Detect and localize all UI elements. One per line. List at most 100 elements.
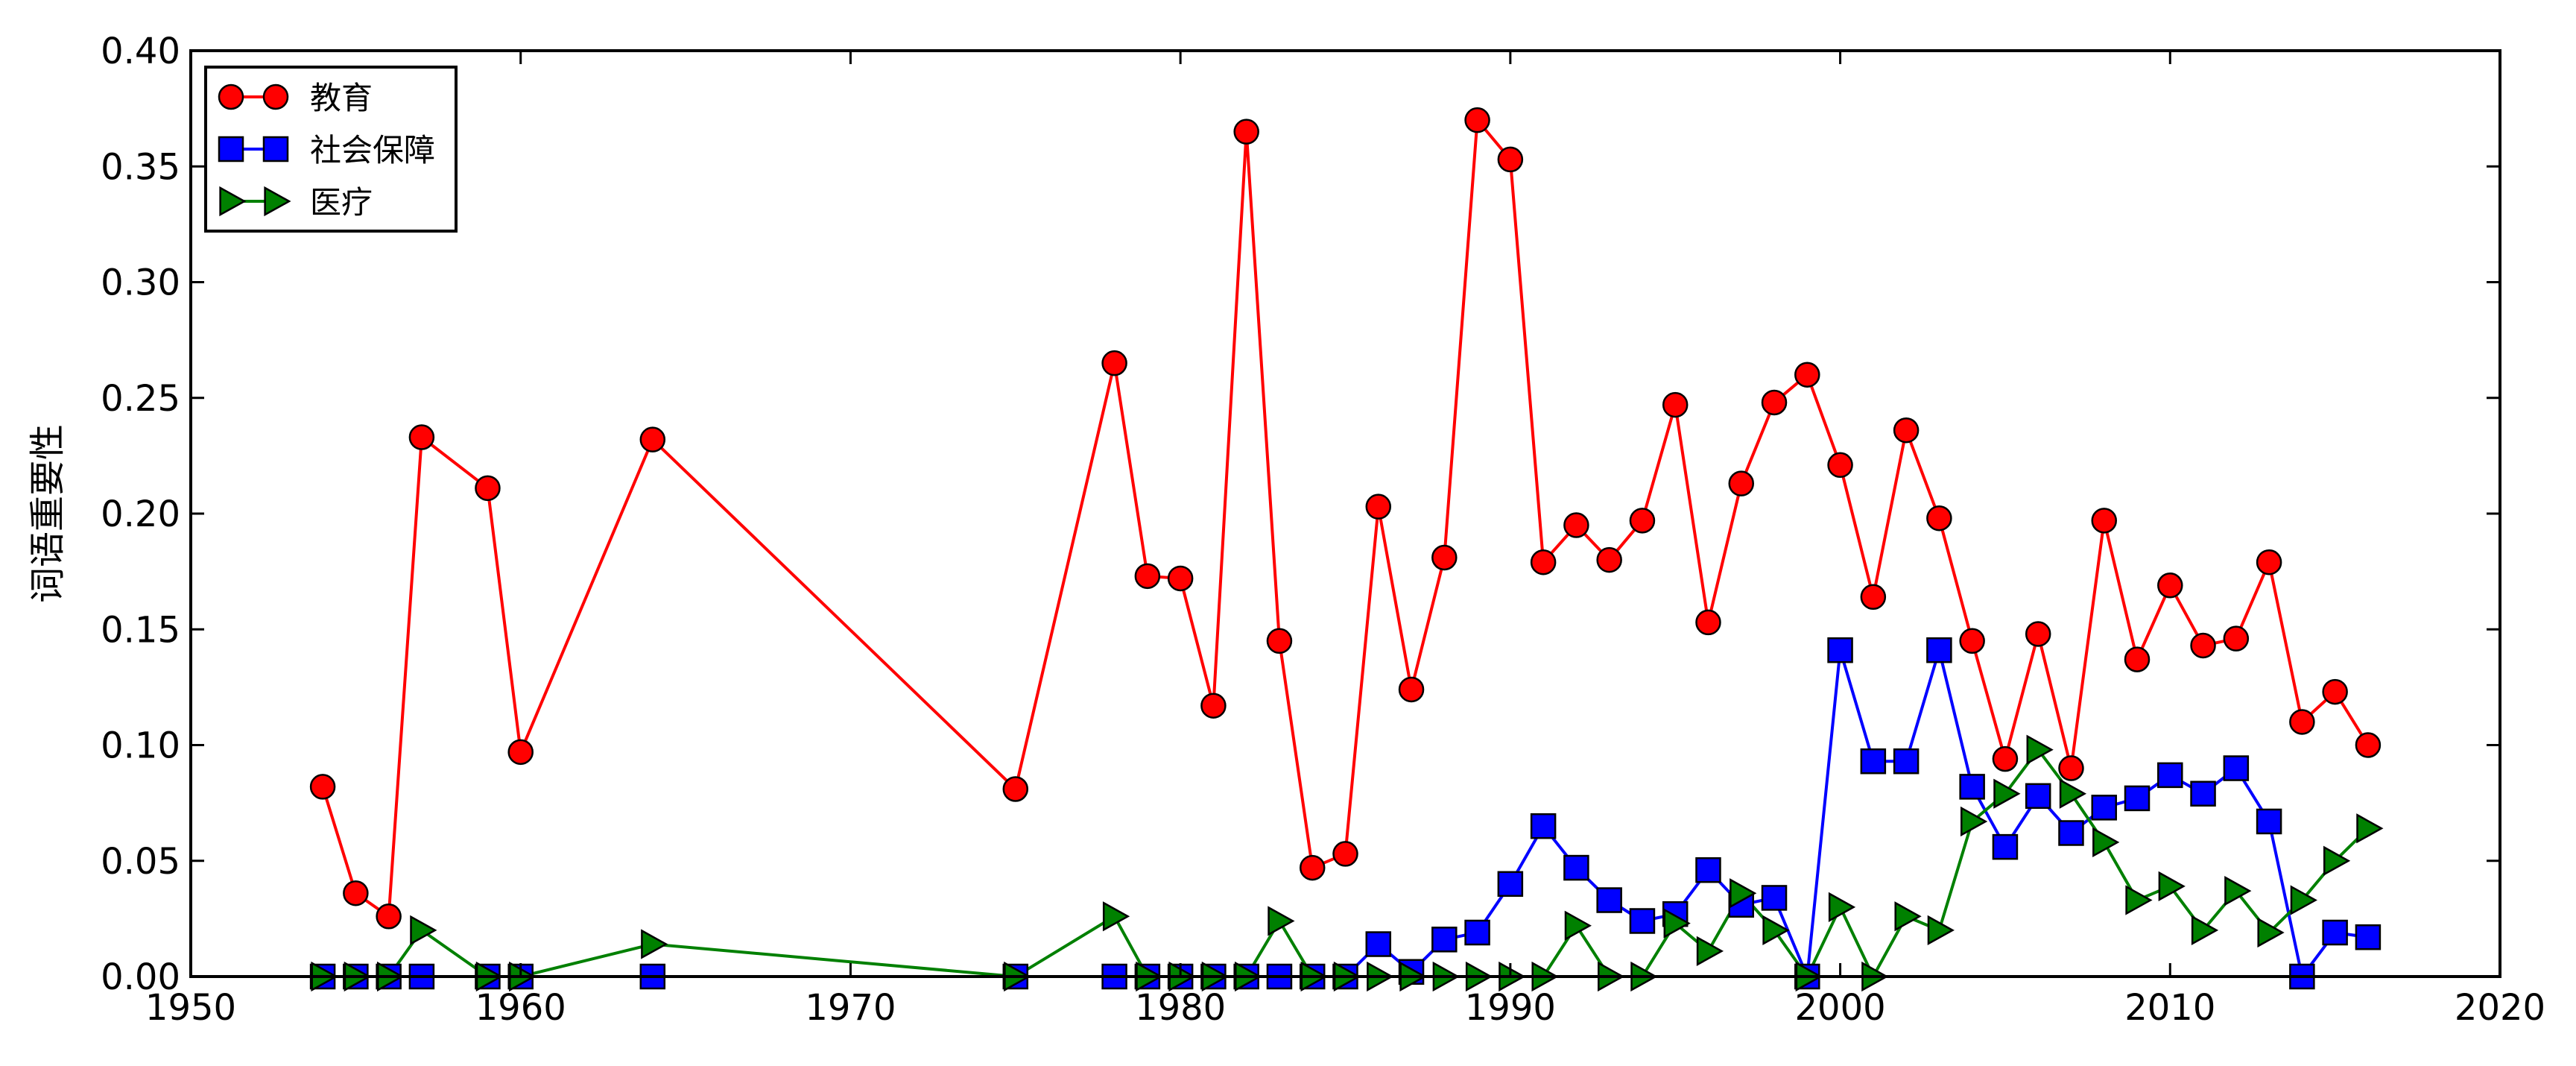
data-point	[507, 739, 534, 766]
data-point	[2092, 827, 2120, 858]
data-point	[1464, 919, 1490, 946]
series-layer	[309, 107, 2384, 992]
x-tick-label: 1990	[1465, 987, 1556, 1029]
data-point	[1564, 910, 1592, 941]
data-point	[1696, 936, 1724, 966]
y-tick-label: 0.15	[101, 609, 180, 651]
data-point	[2025, 783, 2051, 810]
data-point	[1860, 584, 1887, 611]
y-tick-label: 0.40	[101, 31, 180, 72]
data-point	[1827, 637, 1853, 663]
data-point	[1134, 563, 1161, 590]
data-point	[1233, 119, 1259, 145]
data-point	[2190, 780, 2216, 807]
data-point	[1596, 546, 1622, 573]
legend-marker	[219, 186, 247, 217]
data-point	[408, 424, 435, 450]
data-point	[1563, 854, 1589, 881]
data-point	[475, 475, 501, 502]
data-point	[1365, 493, 1392, 520]
data-point	[2125, 885, 2153, 915]
data-point	[2157, 573, 2183, 599]
series-points-0	[309, 107, 2382, 930]
data-point	[1497, 146, 1524, 173]
series-points-1	[309, 637, 2382, 990]
data-point	[2289, 709, 2315, 735]
data-point	[410, 915, 437, 946]
y-tick-label: 0.30	[101, 262, 180, 304]
data-point	[1629, 908, 1656, 934]
x-tick-label: 1950	[145, 987, 236, 1029]
data-point	[2322, 678, 2348, 705]
data-point	[2256, 808, 2282, 835]
legend-label: 教育	[310, 80, 373, 116]
data-point	[639, 426, 666, 452]
y-tick-label: 0.20	[101, 493, 180, 535]
data-point	[1961, 806, 1988, 837]
data-point	[1299, 854, 1326, 881]
data-point	[1761, 885, 1788, 911]
axes-layer: 1950 1960 1970 1980 1990 2000 2010 2020 0.00 0.05…	[101, 31, 2545, 1029]
data-point	[1794, 362, 1820, 388]
plot-frame	[189, 49, 2501, 978]
data-point	[1101, 350, 1127, 376]
data-point	[376, 903, 402, 930]
x-tick-label: 1960	[475, 987, 566, 1029]
data-point	[309, 774, 336, 800]
legend-marker	[264, 186, 291, 217]
data-point	[1927, 915, 1955, 946]
legend-label: 社会保障	[310, 132, 435, 168]
data-point	[1893, 417, 1920, 444]
data-point	[2355, 924, 2382, 950]
y-axis-label: 词语重要性	[27, 424, 69, 603]
legend-marker	[218, 83, 244, 110]
data-point	[1894, 901, 1922, 932]
data-point	[2058, 755, 2084, 781]
data-point	[1464, 107, 1490, 133]
legend-label: 医疗	[310, 184, 373, 221]
x-tick-label: 1980	[1135, 987, 1226, 1029]
data-point	[2356, 813, 2384, 844]
x-tick-label: 1970	[805, 987, 896, 1029]
data-point	[1431, 544, 1458, 571]
data-point	[1926, 637, 1952, 663]
data-point	[1530, 549, 1557, 575]
data-point	[1728, 470, 1755, 496]
data-point	[2157, 762, 2183, 789]
data-point	[1200, 693, 1227, 719]
data-point	[1695, 609, 1721, 636]
data-point	[2290, 885, 2317, 915]
y-tick-label: 0.35	[101, 146, 180, 188]
data-point	[343, 880, 369, 906]
data-point	[2224, 875, 2252, 906]
legend-entry: 医疗	[219, 184, 373, 221]
data-point	[1002, 776, 1029, 802]
data-point	[2190, 632, 2216, 659]
data-point	[2158, 871, 2186, 902]
data-point	[2322, 919, 2348, 946]
data-point	[1730, 878, 1757, 909]
data-point	[2058, 820, 2084, 846]
legend-entry: 社会保障	[218, 132, 435, 168]
data-point	[1530, 813, 1557, 839]
data-point	[1102, 901, 1130, 932]
data-point	[1662, 391, 1689, 418]
data-point	[2124, 646, 2151, 672]
data-point	[1167, 565, 1194, 592]
data-point	[1992, 745, 2019, 772]
data-point	[1992, 833, 2019, 860]
legend-entry: 教育	[218, 80, 373, 116]
data-point	[1761, 389, 1788, 416]
data-point	[1695, 857, 1721, 883]
data-point	[1431, 927, 1458, 953]
data-point	[1827, 452, 1853, 479]
data-point	[2256, 549, 2282, 575]
data-point	[2059, 778, 2087, 809]
data-point	[1860, 748, 1887, 775]
data-point	[1268, 906, 1295, 936]
data-point	[1497, 871, 1524, 898]
data-point	[1332, 841, 1358, 867]
y-tick-label: 0.10	[101, 725, 180, 767]
